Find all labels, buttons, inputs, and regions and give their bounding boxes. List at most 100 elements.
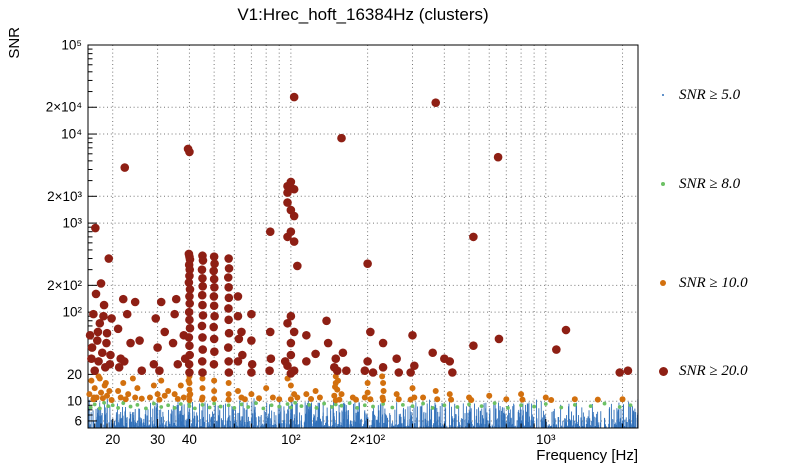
cluster-point xyxy=(322,401,327,406)
cluster-point xyxy=(503,396,510,403)
cluster-point xyxy=(173,359,183,369)
cluster-point xyxy=(209,322,218,332)
cluster-point xyxy=(89,309,98,319)
cluster-point xyxy=(334,386,341,393)
cluster-point xyxy=(135,336,144,345)
cluster-point xyxy=(209,274,219,284)
cluster-point xyxy=(224,315,233,325)
cluster-point xyxy=(93,327,103,337)
cluster-point xyxy=(312,388,319,395)
cluster-point xyxy=(97,348,107,358)
cluster-point xyxy=(88,405,93,410)
cluster-point xyxy=(99,311,108,321)
cluster-point xyxy=(138,395,145,402)
cluster-point xyxy=(198,256,208,265)
cluster-point xyxy=(98,389,105,396)
cluster-point xyxy=(393,391,400,398)
cluster-point xyxy=(96,279,106,288)
cluster-point xyxy=(505,406,510,410)
cluster-point xyxy=(442,403,447,408)
cluster-point xyxy=(185,323,195,333)
cluster-point xyxy=(380,388,387,395)
cluster-point xyxy=(150,382,157,389)
cluster-point xyxy=(265,327,275,337)
cluster-point xyxy=(185,285,195,294)
cluster-point xyxy=(247,309,256,319)
cluster-point xyxy=(92,336,102,345)
cluster-point xyxy=(125,391,132,398)
cluster-point xyxy=(91,223,100,233)
cluster-point xyxy=(299,404,304,409)
cluster-point xyxy=(448,396,455,403)
cluster-point xyxy=(118,294,128,304)
cluster-point xyxy=(166,403,171,408)
y-tick-label: 10⁵ xyxy=(61,38,82,53)
cluster-point xyxy=(241,396,248,403)
cluster-point xyxy=(210,283,219,292)
cluster-point xyxy=(211,377,218,384)
cluster-point xyxy=(132,394,139,401)
cluster-point xyxy=(233,292,243,301)
cluster-point xyxy=(185,315,194,325)
y-tick-label: 10⁴ xyxy=(61,127,82,142)
cluster-point xyxy=(615,368,625,377)
cluster-point xyxy=(269,394,276,401)
cluster-point xyxy=(469,341,478,350)
legend-item-snr10: SNR ≥ 10.0 xyxy=(657,273,748,293)
cluster-point xyxy=(85,330,95,340)
cluster-point xyxy=(120,380,127,387)
cluster-point xyxy=(156,396,163,403)
cluster-point xyxy=(286,311,296,321)
cluster-point xyxy=(104,254,114,263)
cluster-point xyxy=(234,388,241,395)
cluster-point xyxy=(121,401,126,406)
cluster-point xyxy=(308,395,315,402)
legend-label-snr20: SNR ≥ 20.0 xyxy=(679,362,748,379)
cluster-point xyxy=(210,347,219,356)
cluster-point xyxy=(468,397,475,404)
cluster-point xyxy=(446,391,453,398)
cluster-point xyxy=(200,402,205,407)
cluster-point xyxy=(233,311,243,321)
cluster-point xyxy=(421,401,425,406)
cluster-point xyxy=(232,406,237,410)
cluster-point xyxy=(431,98,441,107)
cluster-point xyxy=(105,359,115,369)
cluster-point xyxy=(395,396,402,403)
cluster-point xyxy=(617,405,622,409)
cluster-point xyxy=(146,394,153,401)
cluster-point xyxy=(149,359,159,369)
cluster-point xyxy=(107,314,116,323)
cluster-point xyxy=(224,357,233,366)
cluster-point xyxy=(198,333,207,342)
cluster-point xyxy=(113,324,123,334)
cluster-point xyxy=(197,321,207,331)
x-tick-label: 30 xyxy=(150,432,165,447)
cluster-point xyxy=(185,341,194,350)
cluster-point xyxy=(410,404,415,409)
legend-marker-snr5-icon xyxy=(662,94,664,96)
cluster-point xyxy=(286,227,296,237)
cluster-point xyxy=(198,300,207,310)
cluster-point xyxy=(95,318,105,328)
cluster-point xyxy=(199,394,206,401)
cluster-point xyxy=(532,404,537,409)
y-axis-label: SNR xyxy=(6,27,23,59)
cluster-point xyxy=(288,405,293,410)
cluster-point xyxy=(186,397,193,404)
cluster-point xyxy=(246,405,251,409)
cluster-point xyxy=(331,392,338,399)
cluster-point xyxy=(410,361,419,371)
cluster-point xyxy=(178,402,183,406)
cluster-point xyxy=(363,357,372,366)
cluster-point xyxy=(210,259,219,268)
cluster-point xyxy=(151,401,156,406)
cluster-point xyxy=(115,388,122,395)
cluster-point xyxy=(155,366,164,376)
cluster-point xyxy=(371,404,375,409)
y-tick-label: 2×10³ xyxy=(47,189,82,204)
cluster-point xyxy=(265,227,275,237)
cluster-point xyxy=(338,348,348,358)
cluster-point xyxy=(400,402,405,407)
series-snr20 xyxy=(85,92,633,378)
